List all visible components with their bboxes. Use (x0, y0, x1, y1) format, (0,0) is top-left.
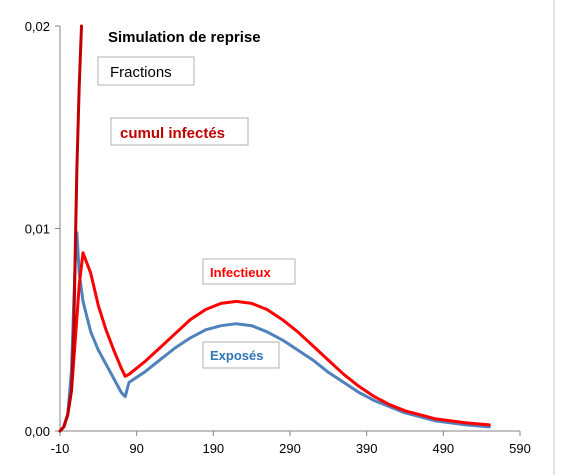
series-line-cumul-infectes (58, 24, 83, 433)
series-label-box-exposes (202, 341, 280, 369)
y-tick-label: 0,02 (25, 19, 50, 34)
y-tick-label: 0,00 (25, 424, 50, 439)
series-layer (58, 24, 491, 433)
x-tick-label: 90 (129, 441, 143, 456)
chart-subtitle: Fractions (110, 64, 172, 81)
x-tick-label: 390 (356, 441, 378, 456)
x-tick-label: 490 (432, 441, 454, 456)
series-label-box-cumul (110, 117, 249, 146)
x-tick-label: 590 (509, 441, 531, 456)
y-tick-label: 0,01 (25, 222, 50, 237)
chart-title: Simulation de reprise (108, 29, 261, 46)
axes: 0,00 0,01 0,02 -10 90 190 290 390 490 590 (25, 19, 531, 456)
series-label-box-infectieux (202, 258, 296, 285)
subtitle-box (97, 56, 195, 86)
series-label-infectieux: Infectieux (210, 265, 271, 280)
series-line-infectieux (58, 251, 491, 433)
x-tick-label: -10 (51, 441, 70, 456)
series-label-cumul-infectes: cumul infectés (120, 125, 225, 142)
x-tick-label: 290 (279, 441, 301, 456)
x-tick-label: 190 (202, 441, 224, 456)
series-label-exposes: Exposés (210, 348, 263, 363)
